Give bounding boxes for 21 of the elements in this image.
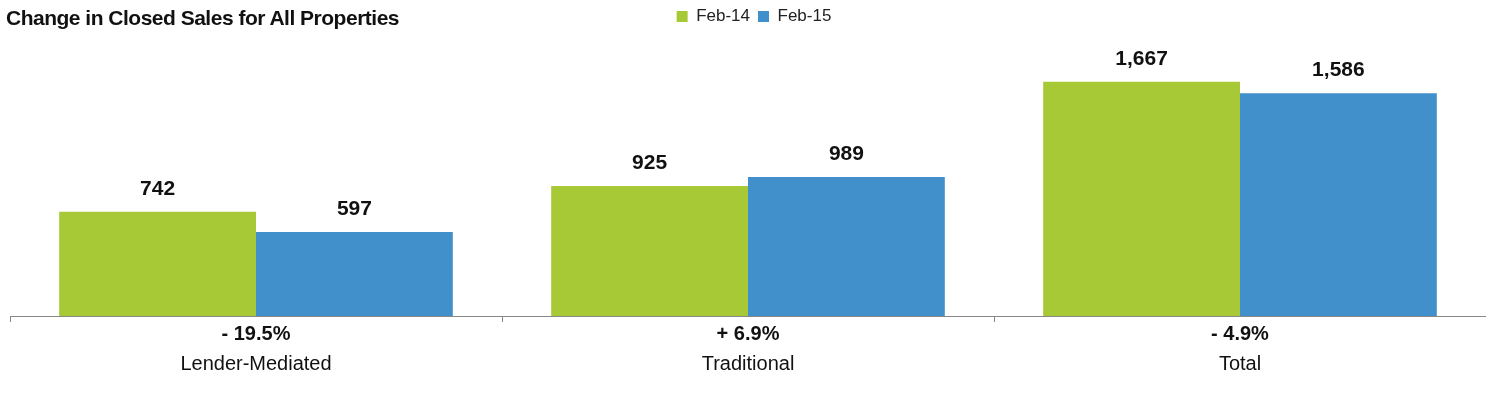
text: - 4.9% [1211, 321, 1270, 344]
bar [1043, 81, 1240, 316]
x-tick-label: Total [1218, 351, 1262, 374]
x-tick-label: Lender-Mediated [180, 351, 332, 374]
data-label: 925 [632, 150, 668, 174]
x-tick-label: Traditional [701, 351, 795, 374]
bar [748, 177, 945, 316]
text: + 6.9% [716, 321, 780, 344]
bar [256, 232, 453, 316]
legend-label: Feb-14 [696, 6, 751, 26]
chart-title: Change in Closed Sales for All Properties [6, 6, 399, 30]
data-label: 989 [828, 141, 864, 165]
data-label: 742 [140, 176, 176, 200]
legend-label: Feb-15 [777, 6, 832, 26]
data-label: 1,667 [1115, 46, 1168, 70]
bar [1240, 93, 1437, 316]
data-label: 1,586 [1312, 57, 1365, 81]
data-label: 597 [336, 196, 372, 220]
bar [59, 211, 256, 316]
text: - 19.5% [221, 321, 291, 344]
bar [551, 186, 748, 316]
